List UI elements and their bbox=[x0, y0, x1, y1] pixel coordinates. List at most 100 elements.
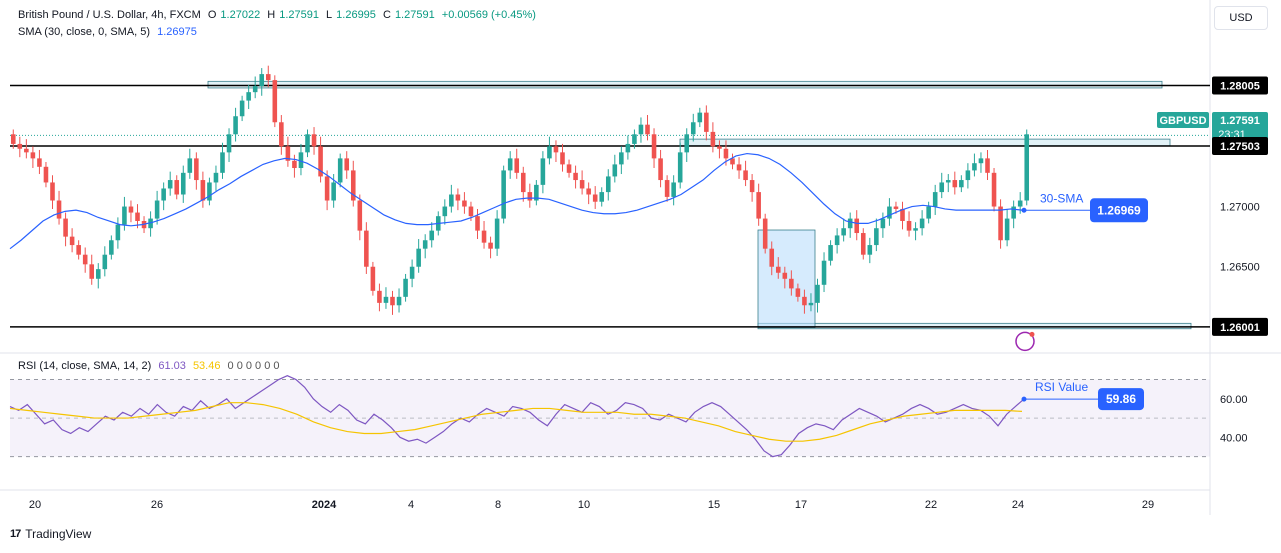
time-tick-label: 22 bbox=[925, 499, 937, 511]
candle-body bbox=[625, 143, 631, 153]
candle-body bbox=[704, 112, 709, 132]
candle-body bbox=[893, 206, 899, 209]
last-price-value: 1.27591 bbox=[1220, 115, 1260, 127]
candle-body bbox=[743, 170, 748, 181]
candle-body bbox=[488, 242, 493, 249]
candle-body bbox=[730, 158, 735, 165]
candle-body bbox=[782, 272, 788, 279]
candle-body bbox=[756, 192, 761, 219]
time-tick-label: 8 bbox=[495, 499, 501, 511]
candle-body bbox=[841, 228, 846, 236]
rsi-annotation-value: 59.86 bbox=[1106, 392, 1136, 406]
candle-body bbox=[403, 278, 408, 297]
candle-body bbox=[455, 194, 461, 201]
sma-header: SMA (30, close, 0, SMA, 5) 1.26975 bbox=[18, 26, 201, 38]
level-price-value: 1.27503 bbox=[1220, 141, 1260, 153]
candle-body bbox=[658, 158, 663, 181]
candle-body bbox=[416, 248, 421, 267]
candle-body bbox=[605, 176, 611, 193]
candle-body bbox=[520, 172, 526, 193]
candle-body bbox=[207, 182, 212, 201]
candle-body bbox=[710, 131, 716, 147]
candle-body bbox=[17, 143, 23, 149]
candle-body bbox=[82, 254, 88, 265]
change-value: +0.00569 (+0.45%) bbox=[441, 9, 536, 21]
candle-body bbox=[95, 269, 101, 279]
sma-annotation-value: 1.26969 bbox=[1097, 203, 1141, 217]
price-tick-label: 1.26500 bbox=[1220, 262, 1260, 274]
candle-body bbox=[344, 158, 350, 171]
sma-value: 1.26975 bbox=[157, 26, 197, 38]
candle-body bbox=[579, 180, 585, 189]
candle-body bbox=[1004, 218, 1010, 241]
candle-body bbox=[180, 172, 186, 195]
tradingview-logo[interactable]: 17 TradingView bbox=[10, 527, 91, 541]
candle-body bbox=[985, 158, 990, 173]
last-price-badge bbox=[1212, 112, 1268, 142]
rsi-ma-line bbox=[9, 402, 1023, 442]
candle-body bbox=[370, 266, 376, 291]
low-label: L bbox=[326, 9, 333, 21]
candle-body bbox=[717, 146, 722, 149]
time-tick-label: 15 bbox=[708, 499, 720, 511]
candle-body bbox=[481, 230, 487, 243]
currency-button[interactable]: USD bbox=[1214, 6, 1268, 30]
alert-dot-icon bbox=[1029, 331, 1035, 337]
time-tick-label: 29 bbox=[1142, 499, 1154, 511]
candle-body bbox=[919, 218, 925, 229]
candle-body bbox=[959, 180, 964, 188]
candle-body bbox=[566, 164, 572, 173]
candle-body bbox=[514, 158, 520, 173]
candle-body bbox=[350, 170, 356, 201]
alert-lightning-icon[interactable] bbox=[1015, 331, 1035, 352]
candle-body bbox=[815, 284, 820, 303]
candle-body bbox=[56, 200, 62, 219]
candle-body bbox=[135, 212, 140, 221]
candle-body bbox=[978, 158, 984, 164]
candle-body bbox=[246, 92, 251, 101]
candle-body bbox=[795, 288, 801, 297]
candle-body bbox=[847, 218, 853, 229]
candle-body bbox=[945, 180, 951, 183]
candle-body bbox=[50, 182, 55, 201]
symbol-badge-label: GBPUSD bbox=[1159, 115, 1206, 127]
candle-body bbox=[187, 158, 193, 173]
candle-body bbox=[1017, 200, 1023, 207]
candle-body bbox=[664, 180, 670, 197]
candle-body bbox=[854, 218, 860, 234]
candle-body bbox=[638, 124, 644, 135]
candle-body bbox=[645, 124, 650, 135]
candle-body bbox=[285, 146, 291, 161]
candle-body bbox=[115, 224, 121, 241]
symbol-title: British Pound / U.S. Dollar, 4h, FXCM bbox=[18, 9, 201, 21]
candle-body bbox=[874, 228, 879, 246]
candle-body bbox=[573, 172, 578, 181]
candle-body bbox=[677, 152, 683, 183]
candle-body bbox=[63, 218, 68, 237]
rsi-tick-label: 40.00 bbox=[1220, 432, 1248, 444]
rsi-value: 61.03 bbox=[158, 360, 186, 372]
candle-body bbox=[265, 74, 271, 81]
level-price-value: 1.26001 bbox=[1220, 322, 1260, 334]
rsi-annotation-label: RSI Value bbox=[1035, 380, 1088, 394]
candle-body bbox=[272, 80, 278, 123]
candle-body bbox=[30, 152, 36, 159]
candle-body bbox=[364, 230, 369, 267]
candle-body bbox=[109, 240, 114, 255]
candle-body bbox=[789, 278, 794, 289]
candle-body bbox=[547, 146, 552, 159]
candle-body bbox=[409, 266, 415, 279]
open-value: 1.27022 bbox=[220, 9, 261, 21]
candle-body bbox=[965, 170, 971, 181]
candle-body bbox=[802, 296, 807, 306]
candle-body bbox=[762, 218, 768, 249]
rsi-tick-label: 60.00 bbox=[1220, 394, 1248, 406]
candle-body bbox=[318, 146, 323, 177]
candle-body bbox=[239, 100, 245, 117]
candle-body bbox=[775, 266, 781, 273]
candle-body bbox=[174, 180, 180, 195]
candle-body bbox=[259, 74, 265, 87]
candle-body bbox=[808, 302, 814, 306]
level-price-badge bbox=[1212, 317, 1268, 336]
